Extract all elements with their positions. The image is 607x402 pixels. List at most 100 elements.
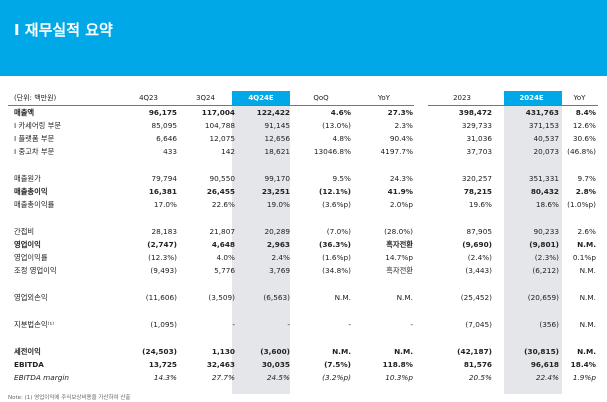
table-cell: (24,503) bbox=[142, 347, 177, 356]
table-cell: (9,690) bbox=[462, 240, 492, 249]
row-label: 영업이익 bbox=[14, 240, 41, 249]
table-cell: (3.2%p) bbox=[322, 373, 351, 382]
table-cell: (6,212) bbox=[532, 266, 559, 275]
table-cell: 96,618 bbox=[530, 360, 559, 369]
row-label: 세전이익 bbox=[14, 347, 41, 356]
row-label: 간접비 bbox=[14, 227, 35, 236]
table-cell: 2,963 bbox=[266, 240, 290, 249]
table-cell: 12,075 bbox=[209, 134, 235, 143]
table-cell: 27.3% bbox=[387, 108, 413, 117]
row-label: 매출액 bbox=[14, 108, 35, 117]
table-cell: 9.7% bbox=[577, 174, 596, 183]
table-cell: 96,175 bbox=[148, 108, 177, 117]
table-cell: 23,251 bbox=[261, 187, 290, 196]
table-cell: 1.9%p bbox=[572, 373, 596, 382]
table-cell: 433 bbox=[163, 147, 177, 156]
table-cell: N.M. bbox=[577, 347, 596, 356]
row-label: 매출총이익 bbox=[14, 187, 48, 196]
table-cell: (1,095) bbox=[150, 320, 177, 329]
table-cell: 122,422 bbox=[256, 108, 290, 117]
table-cell: 20,289 bbox=[264, 227, 290, 236]
table-cell: 2.3% bbox=[394, 121, 413, 130]
table-cell: - bbox=[232, 320, 235, 329]
table-cell: 22.4% bbox=[535, 373, 559, 382]
table-row: 영업외손익 (11,606) (3,509) (6,563) N.M. N.M. (25,4… bbox=[0, 292, 607, 304]
table-cell: 41.9% bbox=[387, 187, 413, 196]
row-label: EBITDA bbox=[14, 360, 44, 369]
table-cell: (12.3%) bbox=[148, 253, 177, 262]
column-highlight-2024e bbox=[504, 94, 562, 394]
table-cell: 351,331 bbox=[528, 174, 559, 183]
table-cell: 32,463 bbox=[206, 360, 235, 369]
table-cell: 118.8% bbox=[382, 360, 413, 369]
table-row: 세전이익 (24,503) 1,130 (3,600) N.M. N.M. (42,187)… bbox=[0, 346, 607, 358]
row-label: 매출총이익률 bbox=[14, 200, 55, 209]
table-row: 영업이익률 (12.3%) 4.0% 2.4% (1.6%p) 14.7%p (2.4%) (… bbox=[0, 252, 607, 264]
table-cell: (20,659) bbox=[527, 293, 559, 302]
row-label: I 카세어링 부문 bbox=[14, 121, 62, 130]
table-cell: N.M. bbox=[579, 293, 596, 302]
table-row: EBITDA margin 14.3% 27.7% 24.5% (3.2%p) 10.3%… bbox=[0, 372, 607, 384]
table-cell: N.M. bbox=[332, 347, 351, 356]
table-row: 매출총이익 16,381 26,455 23,251 (12.1%) 41.9% 78,21… bbox=[0, 186, 607, 198]
table-cell: 27.7% bbox=[211, 373, 235, 382]
table-cell: 4.6% bbox=[330, 108, 351, 117]
table-row: 매출총이익률 17.0% 22.6% 19.0% (3.6%p) 2.0%p 19.6% 18… bbox=[0, 199, 607, 211]
column-header: 4Q23 bbox=[139, 94, 158, 102]
header-highlight-4q24e bbox=[232, 91, 290, 105]
table-cell: (12.1%) bbox=[319, 187, 351, 196]
column-header: QoQ bbox=[313, 94, 329, 102]
table-cell: 142 bbox=[221, 147, 235, 156]
row-label: 조정 영업이익 bbox=[14, 266, 57, 275]
table-cell: (3,509) bbox=[208, 293, 235, 302]
table-cell: (9,493) bbox=[150, 266, 177, 275]
table-cell: (356) bbox=[539, 320, 559, 329]
table-cell: 1,130 bbox=[211, 347, 235, 356]
column-header: YoY bbox=[573, 94, 586, 102]
table-row: I 중고차 부문 433 142 18,621 13046.8% 4197.7% 37,70… bbox=[0, 146, 607, 158]
unit-label: (단위: 백만원) bbox=[14, 94, 57, 102]
table-cell: 4.8% bbox=[332, 134, 351, 143]
table-row: 매출액 96,175 117,004 122,422 4.6% 27.3% 398,472 4… bbox=[0, 107, 607, 119]
table-cell: 흑자전환 bbox=[386, 266, 413, 275]
table-cell: (3,443) bbox=[465, 266, 492, 275]
row-label: 지분법손익⁽¹⁾ bbox=[14, 320, 55, 329]
table-cell: N.M. bbox=[334, 293, 351, 302]
table-cell: (11,606) bbox=[145, 293, 177, 302]
table-cell: (34.8%) bbox=[322, 266, 351, 275]
table-cell: 18,621 bbox=[264, 147, 290, 156]
table-cell: 12,656 bbox=[264, 134, 290, 143]
column-header: 2024E bbox=[519, 94, 544, 102]
table-cell: N.M. bbox=[579, 320, 596, 329]
table-cell: 6,646 bbox=[156, 134, 177, 143]
table-cell: 91,145 bbox=[264, 121, 290, 130]
table-cell: 4,648 bbox=[211, 240, 235, 249]
table-cell: 87,905 bbox=[466, 227, 492, 236]
table-cell: 20.5% bbox=[468, 373, 492, 382]
table-cell: 9.5% bbox=[332, 174, 351, 183]
table-cell: 79,794 bbox=[151, 174, 177, 183]
row-label: EBITDA margin bbox=[14, 373, 70, 382]
table-cell: 24.5% bbox=[266, 373, 290, 382]
footnote: Note: (1) 영업이익에 주식보상비용을 가산하여 산출 bbox=[8, 395, 131, 401]
table-cell: 16,381 bbox=[148, 187, 177, 196]
table-cell: 10.3%p bbox=[385, 373, 413, 382]
table-cell: (2,747) bbox=[147, 240, 177, 249]
row-label: I 플랫폼 부문 bbox=[14, 134, 55, 143]
table-cell: (2.3%) bbox=[534, 253, 559, 262]
table-cell: - bbox=[348, 320, 351, 329]
table-cell: 12.6% bbox=[572, 121, 596, 130]
table-cell: (28.0%) bbox=[384, 227, 413, 236]
table-row: 간접비 28,183 21,807 20,289 (7.0%) (28.0%) 87,905… bbox=[0, 226, 607, 238]
table-cell: 4.0% bbox=[216, 253, 235, 262]
table-cell: 2.6% bbox=[577, 227, 596, 236]
table-row: 매출원가 79,794 90,550 99,170 9.5% 24.3% 320,257 35… bbox=[0, 173, 607, 185]
table-cell: 2.4% bbox=[271, 253, 290, 262]
table-cell: N.M. bbox=[579, 266, 596, 275]
table-cell: (2.4%) bbox=[467, 253, 492, 262]
table-cell: 13046.8% bbox=[313, 147, 351, 156]
table-cell: 19.0% bbox=[266, 200, 290, 209]
table-cell: 0.1%p bbox=[572, 253, 596, 262]
table-cell: 320,257 bbox=[461, 174, 492, 183]
table-cell: (36.3%) bbox=[319, 240, 351, 249]
